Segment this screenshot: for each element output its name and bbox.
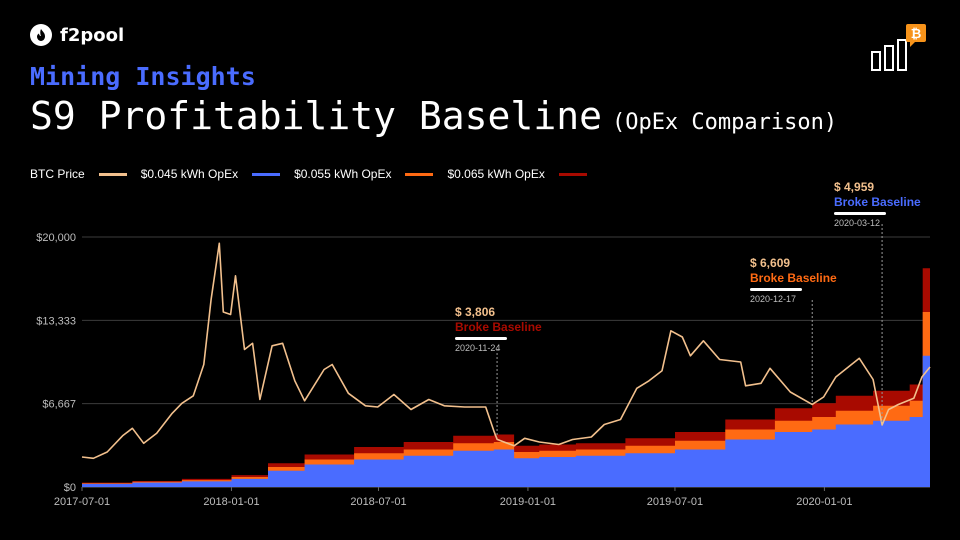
annotation-underline [834, 212, 886, 215]
annotation-label: Broke Baseline [750, 271, 837, 285]
annotation-price: $ 6,609 [750, 256, 790, 270]
title-main: S9 Profitability Baseline [30, 94, 602, 138]
annotation-price: $ 3,806 [455, 305, 495, 319]
legend-item-opex-045: $0.045 kWh OpEx [140, 167, 281, 181]
annotation-date: 2020-03-12 [834, 218, 880, 228]
x-tick-label: 2019-01-01 [500, 496, 556, 508]
logo-text: f2pool [60, 24, 125, 46]
x-tick-label: 2017-07-01 [54, 496, 110, 508]
annotation-date: 2020-11-24 [455, 343, 500, 353]
annotation-underline [455, 337, 507, 340]
x-tick-label: 2018-07-01 [350, 496, 406, 508]
legend-label-opex-045: $0.045 kWh OpEx [140, 167, 239, 181]
legend-swatch-opex-065 [558, 172, 587, 176]
annotation-label: Broke Baseline [455, 320, 542, 334]
legend-label-btc-price: BTC Price [30, 167, 85, 181]
legend-item-opex-065: $0.065 kWh OpEx [447, 167, 587, 181]
x-tick-label: 2018-01-01 [203, 496, 259, 508]
y-tick-label: $6,667 [42, 399, 76, 411]
x-tick-label: 2020-01-01 [796, 496, 852, 508]
y-tick-label: $20,000 [36, 232, 76, 244]
area-0-055-kwh-opex [82, 312, 930, 487]
annotation-price: $ 4,959 [834, 180, 874, 194]
area-0-045-kwh-opex [82, 355, 930, 487]
legend-item-opex-055: $0.055 kWh OpEx [294, 167, 434, 181]
legend-swatch-btc-price [98, 172, 127, 176]
annotation-label: Broke Baseline [834, 195, 921, 209]
kicker-title: Mining Insights [30, 62, 256, 91]
legend-swatch-opex-055 [405, 172, 434, 176]
flame-logo-icon [30, 24, 52, 46]
annotation-date: 2020-12-17 [750, 294, 796, 304]
logo: f2pool [30, 24, 124, 46]
y-tick-label: $13,333 [36, 315, 76, 327]
y-tick-label: $0 [64, 482, 76, 494]
bar-chart-bitcoin-icon: ₿ [868, 22, 930, 79]
area-0-065-kwh-opex [82, 268, 930, 487]
title-subtitle: (OpEx Comparison) [611, 110, 838, 135]
page-title: S9 Profitability Baseline (OpEx Compariso… [30, 94, 837, 138]
line-btc-price [81, 242, 931, 460]
x-tick-label: 2019-07-01 [647, 496, 703, 508]
legend-label-opex-055: $0.055 kWh OpEx [294, 167, 392, 181]
legend-swatch-opex-045 [252, 172, 281, 176]
legend-item-btc-price: BTC Price [30, 167, 127, 181]
svg-text:₿: ₿ [911, 27, 922, 42]
chart-legend: BTC Price $0.045 kWh OpEx $0.055 kWh OpE… [30, 167, 601, 181]
legend-label-opex-065: $0.065 kWh OpEx [447, 167, 545, 181]
annotation-underline [750, 288, 802, 291]
